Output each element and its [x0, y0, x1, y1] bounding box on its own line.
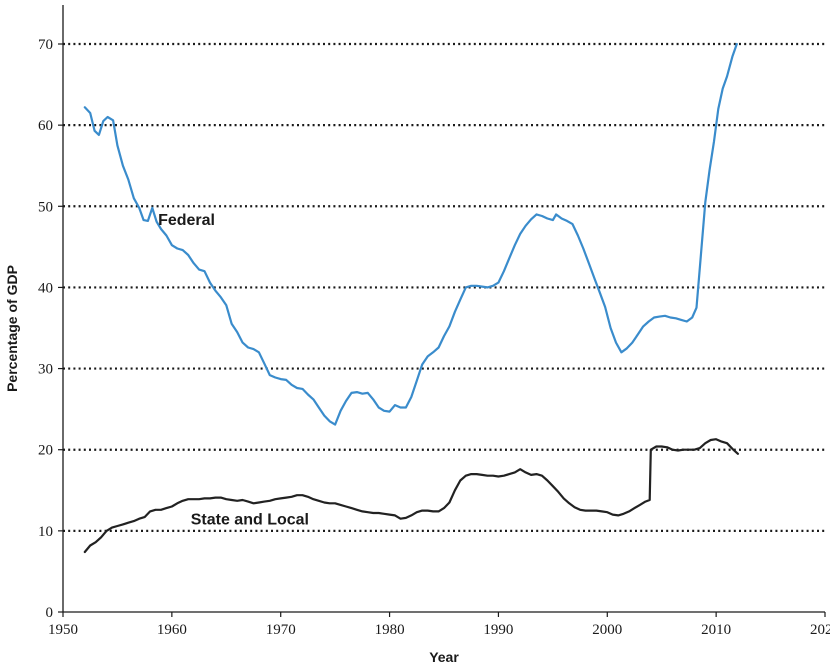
y-tick-label: 60	[38, 118, 53, 134]
x-tick-label: 1990	[483, 622, 513, 638]
series-label-state-and-local: State and Local	[191, 511, 309, 528]
series-label-federal: Federal	[158, 212, 215, 229]
y-tick-label: 30	[38, 362, 53, 378]
y-tick-label: 40	[38, 280, 53, 296]
y-tick-label: 10	[38, 524, 53, 540]
y-tick-label: 20	[38, 443, 53, 459]
annotations: Federal State and Local	[158, 212, 309, 528]
series-line-state-and-local	[83, 438, 739, 554]
series-layer	[83, 42, 739, 554]
x-tick-label: 1950	[48, 622, 78, 638]
gridlines	[63, 42, 825, 532]
x-tick-label: 1960	[157, 622, 187, 638]
y-tick-label: 70	[38, 37, 53, 53]
x-tick-label: 2000	[592, 622, 622, 638]
x-tick-label: 1980	[375, 622, 405, 638]
y-axis-title: Percentage of GDP	[4, 265, 20, 392]
x-tick-label: 2010	[701, 622, 731, 638]
x-tick-label: 1970	[266, 622, 296, 638]
axes	[62, 5, 825, 613]
x-axis-ticks: 1950 1960 1970 1980 1990 2000 2010 2020	[48, 612, 830, 638]
x-tick-label: 2020	[810, 622, 830, 638]
series-line-federal	[83, 42, 738, 426]
y-tick-label: 0	[46, 605, 54, 621]
y-axis-ticks: 0 10 20 30 40 50 60 70	[38, 37, 63, 621]
y-tick-label: 50	[38, 199, 53, 215]
x-axis-title: Year	[429, 649, 459, 665]
